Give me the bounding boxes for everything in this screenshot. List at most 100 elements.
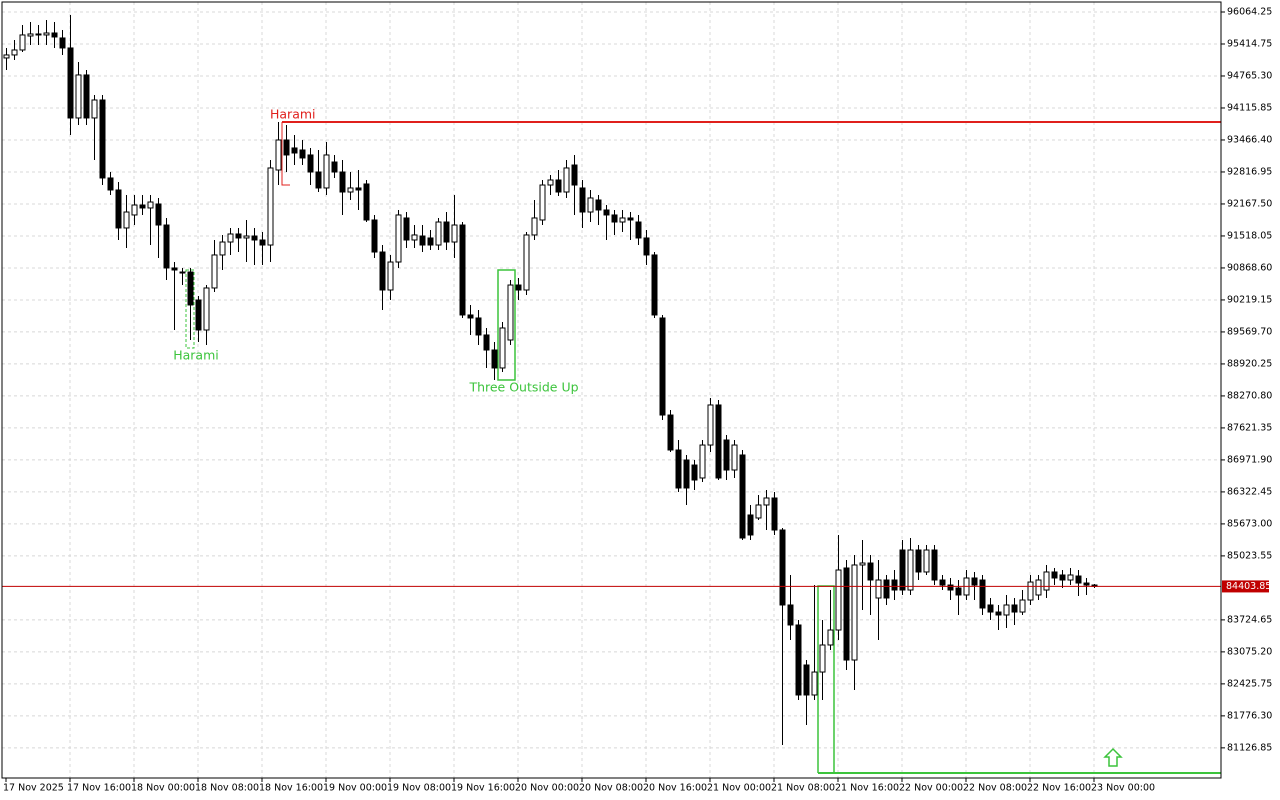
candle-body	[611, 214, 618, 223]
candle-body	[19, 34, 26, 51]
candle-body	[851, 564, 858, 661]
candle-body	[131, 204, 138, 216]
candle-body	[867, 562, 874, 581]
candle-body	[267, 167, 274, 246]
y-tick-label: 90219.15	[1227, 294, 1272, 305]
candle-body	[979, 579, 986, 609]
candle-body	[939, 579, 946, 586]
pattern-label: Three Outside Up	[468, 380, 578, 395]
candle-body	[763, 497, 770, 506]
y-tick-label: 85023.55	[1227, 550, 1272, 561]
x-tick-label: 19 Nov 16:00	[451, 783, 515, 794]
candle-body	[627, 217, 634, 221]
candle-body	[283, 139, 290, 156]
candle-body	[75, 74, 82, 119]
candle-body	[635, 221, 642, 239]
candle-body	[355, 187, 362, 191]
candle-body	[139, 204, 146, 209]
candle-body	[475, 317, 482, 336]
candle-body	[299, 149, 306, 159]
x-tick-label: 18 Nov 16:00	[259, 783, 323, 794]
x-tick-label: 22 Nov 00:00	[899, 783, 963, 794]
y-tick-label: 81126.85	[1227, 742, 1272, 753]
y-tick-label: 82425.75	[1227, 678, 1272, 689]
candle-body	[395, 214, 402, 263]
candle-body	[499, 327, 506, 369]
candle-body	[755, 504, 762, 519]
candle-body	[739, 454, 746, 539]
candle-body	[1083, 582, 1090, 586]
candle-body	[971, 577, 978, 586]
candle-body	[1059, 574, 1066, 581]
candle-body	[899, 549, 906, 591]
candle-body	[187, 271, 194, 306]
candle-body	[555, 179, 562, 193]
candle-body	[659, 317, 666, 416]
candle-body	[947, 584, 954, 591]
y-tick-label: 92167.50	[1227, 198, 1272, 209]
candle-body	[427, 237, 434, 246]
grid	[2, 2, 1221, 778]
candle-body	[1019, 599, 1026, 613]
candle-body	[227, 233, 234, 243]
x-tick-label: 20 Nov 16:00	[643, 783, 707, 794]
candle-body	[811, 671, 818, 696]
candle-body	[155, 203, 162, 226]
candle-body	[3, 54, 10, 59]
pattern-label: Harami	[173, 348, 219, 363]
candle-body	[987, 604, 994, 613]
candle-body	[907, 549, 914, 591]
candle-body	[563, 167, 570, 193]
candle-body	[731, 444, 738, 471]
pattern-box	[497, 269, 516, 381]
candle-body	[339, 171, 346, 193]
candle-body	[387, 261, 394, 291]
candle-body	[363, 183, 370, 221]
candle-body	[379, 251, 386, 291]
y-tick-label: 89569.70	[1227, 326, 1272, 337]
candle-body	[1043, 571, 1050, 591]
y-tick-label: 93466.40	[1227, 134, 1272, 145]
candle-body	[707, 404, 714, 446]
candle-body	[859, 562, 866, 566]
candle-body	[747, 514, 754, 536]
candle-body	[619, 217, 626, 223]
candle-body	[419, 235, 426, 246]
candle-body	[195, 299, 202, 331]
candle-body	[307, 154, 314, 173]
y-tick-label: 88920.25	[1227, 358, 1272, 369]
candle-body	[467, 314, 474, 319]
y-tick-label: 86322.45	[1227, 486, 1272, 497]
x-tick-label: 17 Nov 16:00	[67, 783, 131, 794]
x-tick-label: 20 Nov 08:00	[579, 783, 643, 794]
y-tick-label: 90868.60	[1227, 262, 1272, 273]
candle-body	[99, 99, 106, 179]
candle-body	[163, 224, 170, 269]
candle-body	[1035, 579, 1042, 596]
candle-body	[451, 224, 458, 243]
candle-body	[883, 579, 890, 599]
candle-body	[667, 414, 674, 451]
candle-body	[179, 271, 186, 274]
overlay: 96064.25 95414.75 94765.30 94115.85 93466.40…	[2, 6, 1272, 794]
x-tick-label: 23 Nov 00:00	[1091, 783, 1155, 794]
candle-body	[507, 284, 514, 341]
candle-body	[875, 579, 882, 599]
candle-body	[83, 74, 90, 119]
x-tick-label: 21 Nov 00:00	[707, 783, 771, 794]
candle-body	[203, 287, 210, 331]
candle-body	[819, 644, 826, 673]
pattern-box	[185, 269, 195, 349]
x-tick-label: 19 Nov 08:00	[387, 783, 451, 794]
candle-body	[891, 579, 898, 591]
candle-body	[603, 209, 610, 216]
candle-body	[835, 569, 842, 631]
candle-body	[1051, 571, 1058, 579]
current-price-box	[1222, 580, 1269, 593]
candle-body	[123, 211, 130, 229]
candle-body	[787, 604, 794, 626]
candle-body	[675, 449, 682, 489]
candle-body	[827, 629, 834, 646]
x-tick-label: 21 Nov 16:00	[835, 783, 899, 794]
